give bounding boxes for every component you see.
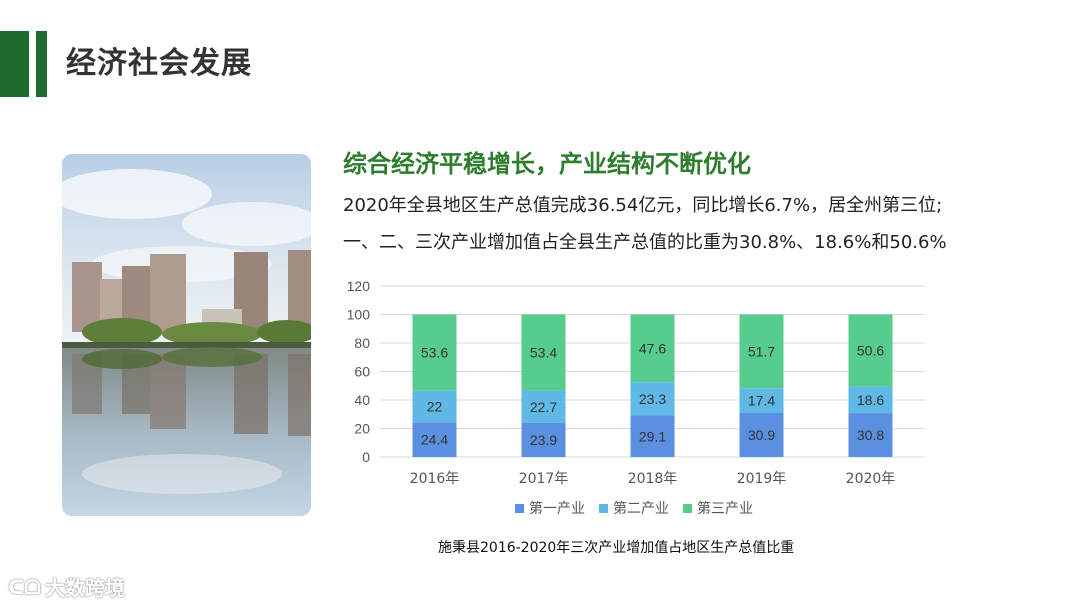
bar-segment [739, 388, 784, 413]
watermark: ᑕᗝ 大数跨境 [8, 572, 125, 601]
bar-segment [521, 314, 566, 391]
data-label: 53.4 [530, 345, 557, 361]
watermark-logo-icon: ᑕᗝ [8, 574, 41, 599]
data-label: 18.6 [857, 392, 884, 408]
title-accent-bar-thin [36, 31, 47, 97]
data-label: 51.7 [748, 343, 775, 359]
legend-label: 第一产业 [529, 500, 585, 517]
gdp-summary-text: 2020年全县地区生产总值完成36.54亿元，同比增长6.7%，居全州第三位; [343, 195, 943, 216]
y-tick-label: 100 [347, 307, 371, 323]
chart-caption: 施秉县2016-2020年三次产业增加值占地区生产总值比重 [438, 540, 795, 556]
data-label: 29.1 [639, 428, 666, 444]
x-tick-label: 2016年 [410, 471, 460, 487]
data-label: 24.4 [421, 432, 448, 448]
y-tick-label: 80 [354, 335, 370, 351]
data-label: 50.6 [857, 343, 884, 359]
legend-label: 第三产业 [697, 500, 753, 517]
bar-segment [739, 412, 784, 457]
bar-segment [630, 314, 675, 383]
bar-segment [412, 422, 457, 457]
y-tick-label: 40 [354, 392, 370, 408]
data-label: 22.7 [530, 399, 557, 415]
y-tick-label: 120 [347, 278, 371, 294]
data-label: 23.9 [530, 432, 557, 448]
bar-segment [848, 413, 893, 457]
bar-segment [739, 314, 784, 389]
data-label: 23.3 [639, 391, 666, 407]
y-tick-label: 60 [354, 364, 370, 380]
bar-segment [630, 382, 675, 416]
city-river-photo [62, 154, 311, 516]
legend-swatch [515, 504, 524, 513]
legend-swatch [683, 504, 692, 513]
x-tick-label: 2020年 [846, 471, 896, 487]
data-label: 47.6 [639, 340, 666, 356]
bar-segment [412, 390, 457, 423]
x-tick-label: 2018年 [628, 471, 678, 487]
data-label: 22 [427, 399, 443, 415]
x-tick-label: 2017年 [519, 471, 569, 487]
data-label: 17.4 [748, 393, 775, 409]
industry-share-text: 一、二、三次产业增加值占全县生产总值的比重为30.8%、18.6%和50.6% [343, 232, 947, 253]
bar-segment [630, 415, 675, 457]
data-label: 53.6 [421, 345, 448, 361]
bar-segment [848, 314, 893, 387]
bar-segment [521, 390, 566, 423]
industry-share-chart: 0 20 40 60 80 100 120 24.4 22 53.6 2016年 23.9 22.7 53… [347, 278, 925, 517]
section-headline: 综合经济平稳增长，产业结构不断优化 [343, 150, 751, 178]
data-label: 30.8 [857, 427, 884, 443]
legend-label: 第二产业 [613, 500, 669, 517]
page-title: 经济社会发展 [66, 46, 252, 81]
bar-segment [848, 386, 893, 414]
watermark-text: 大数跨境 [44, 576, 125, 600]
y-tick-label: 20 [354, 421, 370, 437]
bar-segment [412, 314, 457, 391]
y-tick-label: 0 [362, 449, 370, 465]
legend-swatch [599, 504, 608, 513]
x-tick-label: 2019年 [737, 471, 787, 487]
data-label: 30.9 [748, 427, 775, 443]
title-accent-bar [0, 31, 29, 97]
bar-segment [521, 422, 566, 457]
